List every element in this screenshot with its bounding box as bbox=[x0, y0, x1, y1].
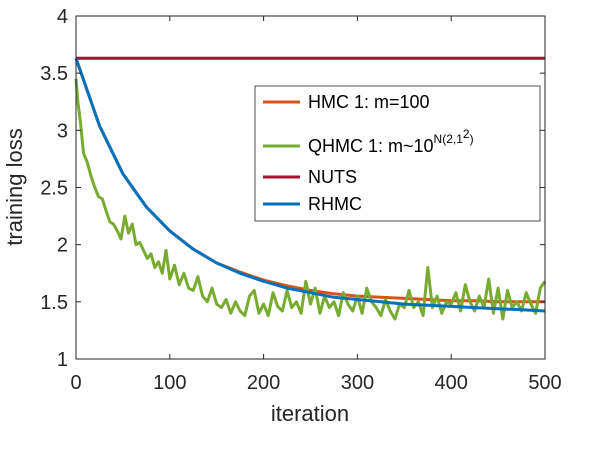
x-axis-label: iteration bbox=[271, 401, 349, 426]
legend-label-qhmc-base: QHMC 1: m~10 bbox=[308, 136, 434, 156]
legend-label-qhmc: QHMC 1: m~10N(2,12) bbox=[308, 127, 474, 156]
legend-label-nuts: NUTS bbox=[308, 167, 357, 187]
legend: HMC 1: m=100 QHMC 1: m~10N(2,12) NUTS RH… bbox=[254, 85, 541, 222]
y-tick-label: 1.5 bbox=[40, 292, 68, 314]
legend-label-qhmc-superscript-power: 2 bbox=[463, 127, 470, 141]
x-tick-label: 200 bbox=[247, 372, 280, 394]
y-axis-label: training loss bbox=[2, 128, 27, 245]
x-tick-label: 400 bbox=[435, 372, 468, 394]
legend-label-rhmc: RHMC bbox=[308, 194, 362, 214]
tick-layer: 0 100 200 300 400 500 1 1.5 2 2.5 3 3.5 4 bbox=[40, 6, 562, 394]
y-tick-label: 3 bbox=[57, 120, 68, 142]
legend-label-hmc: HMC 1: m=100 bbox=[308, 92, 430, 112]
y-tick-label: 3.5 bbox=[40, 63, 68, 85]
legend-label-qhmc-superscript-close: ) bbox=[470, 132, 474, 146]
x-tick-label: 300 bbox=[341, 372, 374, 394]
x-tick-label: 100 bbox=[153, 372, 186, 394]
legend-box bbox=[254, 85, 541, 222]
y-tick-label: 2 bbox=[57, 235, 68, 257]
series-line-rhmc bbox=[74, 57, 546, 313]
series-line-qhmc bbox=[74, 78, 547, 321]
legend-label-qhmc-superscript: N(2,1 bbox=[434, 132, 464, 146]
x-tick-label: 0 bbox=[70, 372, 81, 394]
y-tick-label: 4 bbox=[57, 6, 68, 28]
y-tick-label: 2.5 bbox=[40, 178, 68, 200]
y-tick-label: 1 bbox=[57, 349, 68, 371]
series-layer bbox=[74, 56, 547, 321]
x-tick-label: 500 bbox=[528, 372, 561, 394]
